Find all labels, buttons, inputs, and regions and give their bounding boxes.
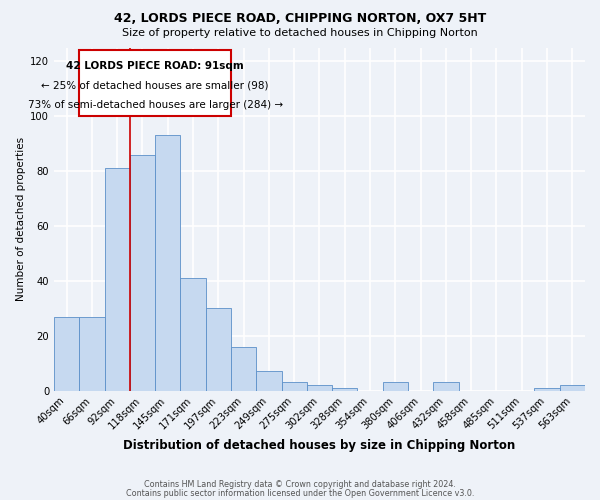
Bar [130, 154, 155, 390]
Bar [54, 316, 79, 390]
Bar [332, 388, 358, 390]
Bar [433, 382, 458, 390]
Bar [104, 168, 130, 390]
Bar [535, 388, 560, 390]
Text: 42, LORDS PIECE ROAD, CHIPPING NORTON, OX7 5HT: 42, LORDS PIECE ROAD, CHIPPING NORTON, O… [114, 12, 486, 26]
Bar [383, 382, 408, 390]
Text: Contains public sector information licensed under the Open Government Licence v3: Contains public sector information licen… [126, 489, 474, 498]
Bar [307, 385, 332, 390]
Text: 42 LORDS PIECE ROAD: 91sqm: 42 LORDS PIECE ROAD: 91sqm [66, 61, 244, 71]
Y-axis label: Number of detached properties: Number of detached properties [16, 137, 26, 301]
Text: ← 25% of detached houses are smaller (98): ← 25% of detached houses are smaller (98… [41, 80, 269, 90]
X-axis label: Distribution of detached houses by size in Chipping Norton: Distribution of detached houses by size … [124, 440, 515, 452]
Bar [155, 136, 181, 390]
Bar [206, 308, 231, 390]
Bar [231, 347, 256, 391]
Bar [79, 316, 104, 390]
FancyBboxPatch shape [79, 50, 231, 116]
Text: Size of property relative to detached houses in Chipping Norton: Size of property relative to detached ho… [122, 28, 478, 38]
Bar [181, 278, 206, 390]
Bar [256, 372, 281, 390]
Text: Contains HM Land Registry data © Crown copyright and database right 2024.: Contains HM Land Registry data © Crown c… [144, 480, 456, 489]
Bar [560, 385, 585, 390]
Text: 73% of semi-detached houses are larger (284) →: 73% of semi-detached houses are larger (… [28, 100, 283, 110]
Bar [281, 382, 307, 390]
